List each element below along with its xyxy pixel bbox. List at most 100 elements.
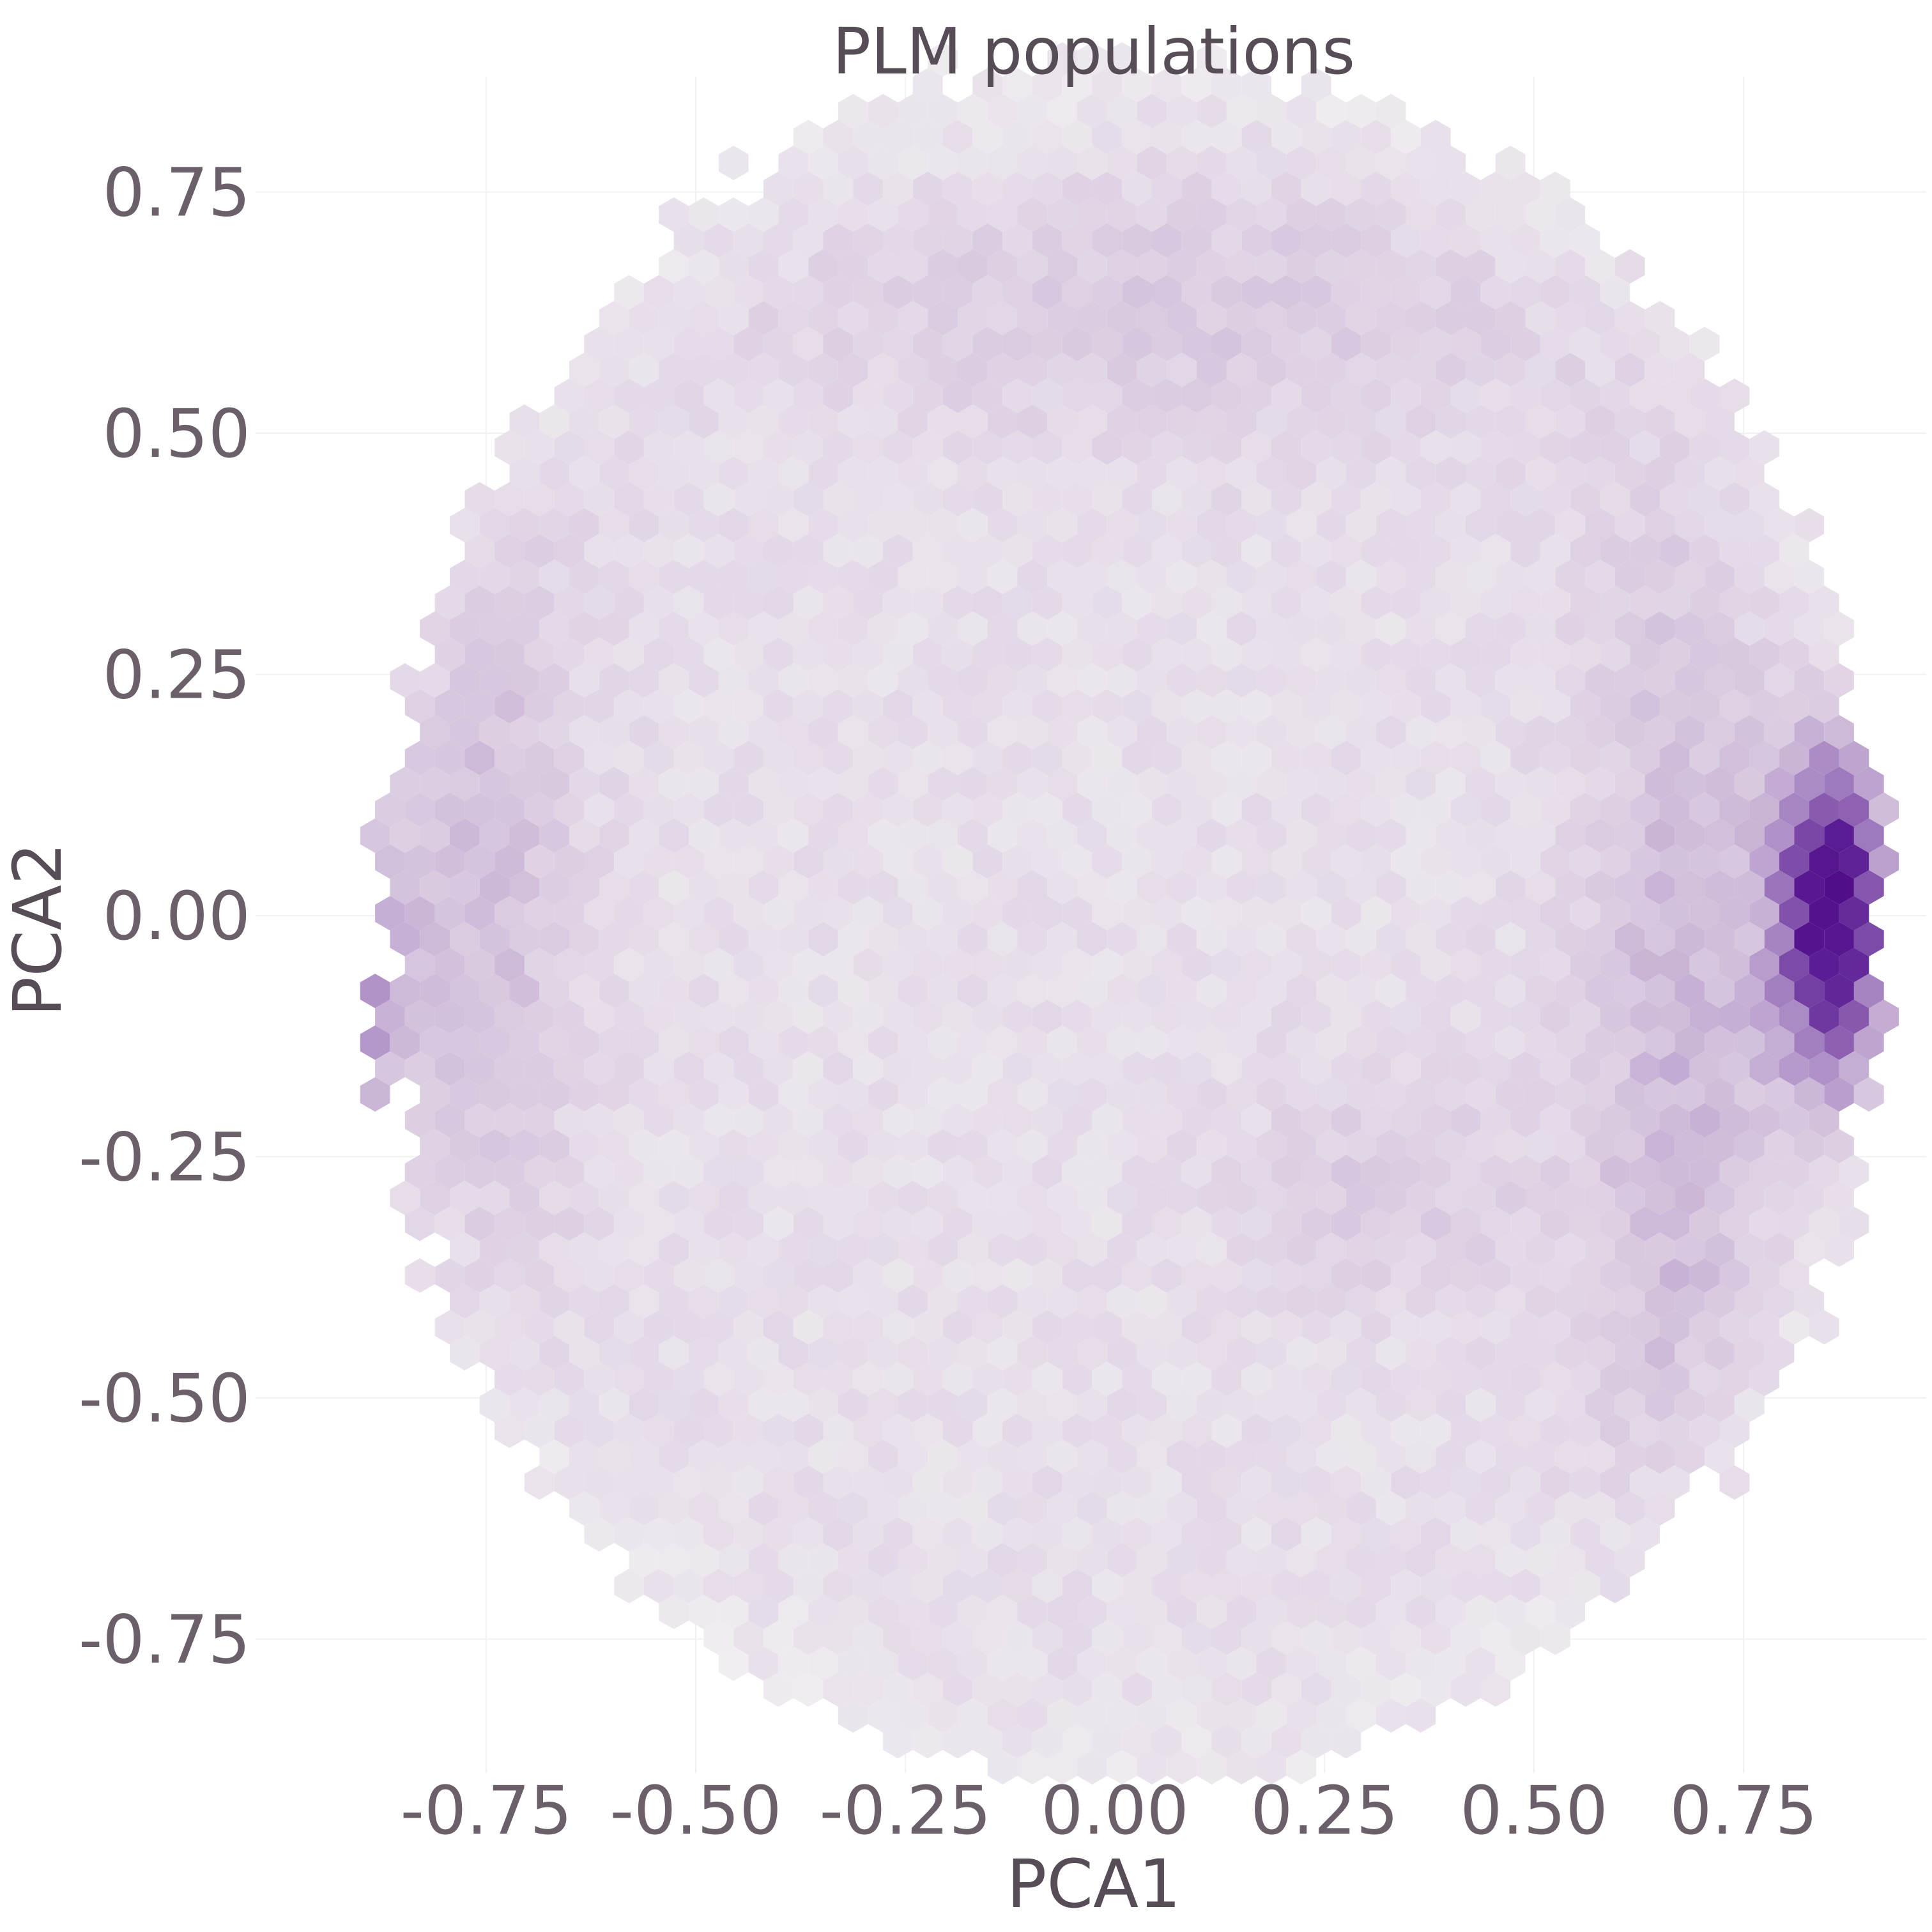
hexbin-cell — [868, 1388, 898, 1422]
hexbin-cell — [1301, 533, 1331, 569]
hexbin-cell — [1540, 482, 1570, 517]
hexbin-cell — [1391, 482, 1421, 517]
hexbin-cell — [793, 326, 824, 362]
hexbin-cell — [718, 249, 749, 284]
hexbin-cell — [1331, 533, 1361, 569]
hexbin-cell — [584, 1103, 615, 1138]
hexbin-cell — [718, 1388, 749, 1422]
hexbin-cell — [1510, 275, 1540, 310]
hexbin-cell — [1271, 585, 1301, 620]
hexbin-cell — [420, 922, 450, 956]
hexbin-cell — [1614, 1077, 1645, 1112]
hexbin-cell — [614, 533, 644, 569]
hexbin-cell — [1734, 974, 1765, 1008]
hexbin-cell — [1570, 947, 1600, 983]
hexbin-cell — [1226, 146, 1257, 180]
hexbin-cell — [1122, 585, 1152, 620]
hexbin-cell — [1794, 508, 1825, 542]
hexbin-cell — [673, 275, 704, 310]
hexbin-cell — [912, 947, 943, 983]
hexbin-cell — [912, 223, 943, 258]
hexbin-cell — [1630, 378, 1660, 413]
hexbin-cell — [1032, 275, 1062, 310]
hexbin-cell — [838, 456, 868, 491]
hexbin-cell — [1331, 1620, 1361, 1655]
hexbin-cell — [450, 922, 480, 956]
hexbin-cell — [569, 818, 599, 853]
hexbin-cell — [1510, 947, 1540, 983]
hexbin-cell — [1017, 922, 1048, 956]
hexbin-cell — [1241, 740, 1271, 776]
hexbin-cell — [1420, 1620, 1451, 1655]
hexbin-cell — [1286, 870, 1317, 905]
hexbin-cell — [1002, 999, 1032, 1034]
hexbin-cell — [1376, 1284, 1406, 1319]
hexbin-cell — [509, 870, 540, 905]
hexbin-cell — [718, 197, 749, 232]
hexbin-cell — [450, 1025, 480, 1060]
hexbin-cell — [1570, 1568, 1600, 1604]
hexbin-cell — [1256, 1336, 1287, 1370]
hexbin-cell — [509, 456, 540, 491]
hexbin-cell — [1510, 1258, 1540, 1293]
hexbin-cell — [1137, 1232, 1167, 1267]
hexbin-cell — [1824, 1025, 1854, 1060]
hexbin-cell — [1107, 611, 1137, 646]
hexbin-cell — [1301, 1672, 1331, 1707]
hexbin-cell — [1032, 1154, 1062, 1190]
hexbin-cell — [1331, 1672, 1361, 1707]
hexbin-cell — [748, 818, 779, 853]
hexbin-cell — [1316, 1129, 1346, 1163]
hexbin-cell — [1510, 740, 1540, 776]
hexbin-cell — [1510, 637, 1540, 672]
hexbin-cell — [434, 792, 465, 827]
hexbin-cell — [1137, 508, 1167, 542]
hexbin-cell — [1585, 1388, 1615, 1422]
hexbin-cell — [659, 870, 689, 905]
hexbin-cell — [1630, 637, 1660, 672]
hexbin-cell — [1047, 146, 1077, 180]
hexbin-cell — [509, 818, 540, 853]
hexbin-cell — [1719, 844, 1750, 879]
hexbin-cell — [420, 870, 450, 905]
hexbin-cell — [703, 1154, 734, 1190]
hexbin-cell — [1271, 1258, 1301, 1293]
hexbin-cell — [509, 560, 540, 594]
hexbin-cell — [1600, 1258, 1630, 1293]
hexbin-cell — [793, 1361, 824, 1397]
hexbin-cell — [1107, 1595, 1137, 1629]
hexbin-cell — [464, 896, 495, 931]
hexbin-cell — [360, 1077, 390, 1112]
hexbin-cell — [1241, 1361, 1271, 1397]
hexbin-cell — [584, 1413, 615, 1448]
hexbin-cell — [1271, 1103, 1301, 1138]
hexbin-cell — [1466, 611, 1496, 646]
hexbin-cell — [1570, 792, 1600, 827]
hexbin-cell — [1002, 1724, 1032, 1759]
hexbin-cell — [1824, 1232, 1854, 1267]
hexbin-cell — [912, 1154, 943, 1190]
hexbin-cell — [898, 1129, 928, 1163]
hexbin-cell — [718, 1336, 749, 1370]
hexbin-cell — [972, 1413, 1003, 1448]
hexbin-cell — [1555, 818, 1586, 853]
hexbin-cell — [1122, 482, 1152, 517]
hexbin-cell — [1466, 353, 1496, 387]
hexbin-cell — [958, 715, 988, 749]
hexbin-cell — [868, 1698, 898, 1733]
hexbin-cell — [838, 1439, 868, 1474]
hexbin-cell — [718, 1025, 749, 1060]
hexbin-cell — [1689, 947, 1720, 983]
hexbin-cell — [1540, 223, 1570, 258]
hexbin-cell — [1256, 818, 1287, 853]
hexbin-cell — [1137, 94, 1167, 128]
hexbin-cell — [1002, 740, 1032, 776]
hexbin-cell — [1167, 197, 1197, 232]
hexbin-cell — [390, 767, 420, 801]
hexbin-cell — [1794, 1025, 1825, 1060]
hexbin-cell — [1510, 999, 1540, 1034]
hexbin-cell — [1017, 767, 1048, 801]
hexbin-cell — [524, 844, 555, 879]
hexbin-cell — [778, 611, 809, 646]
hexbin-cell — [912, 896, 943, 931]
